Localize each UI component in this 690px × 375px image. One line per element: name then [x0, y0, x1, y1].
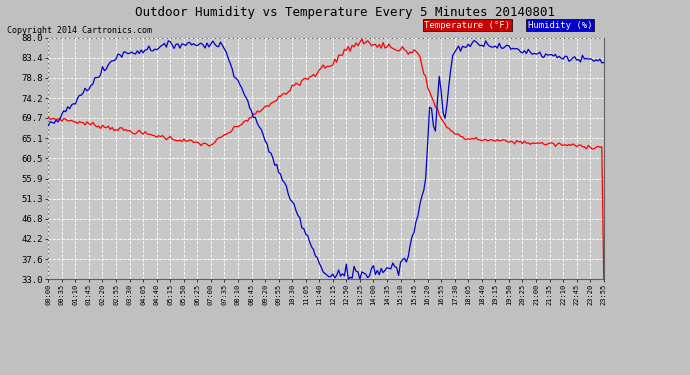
Text: Temperature (°F): Temperature (°F)	[424, 21, 511, 30]
Text: Copyright 2014 Cartronics.com: Copyright 2014 Cartronics.com	[7, 26, 152, 35]
Text: Humidity (%): Humidity (%)	[528, 21, 592, 30]
Text: Outdoor Humidity vs Temperature Every 5 Minutes 20140801: Outdoor Humidity vs Temperature Every 5 …	[135, 6, 555, 19]
